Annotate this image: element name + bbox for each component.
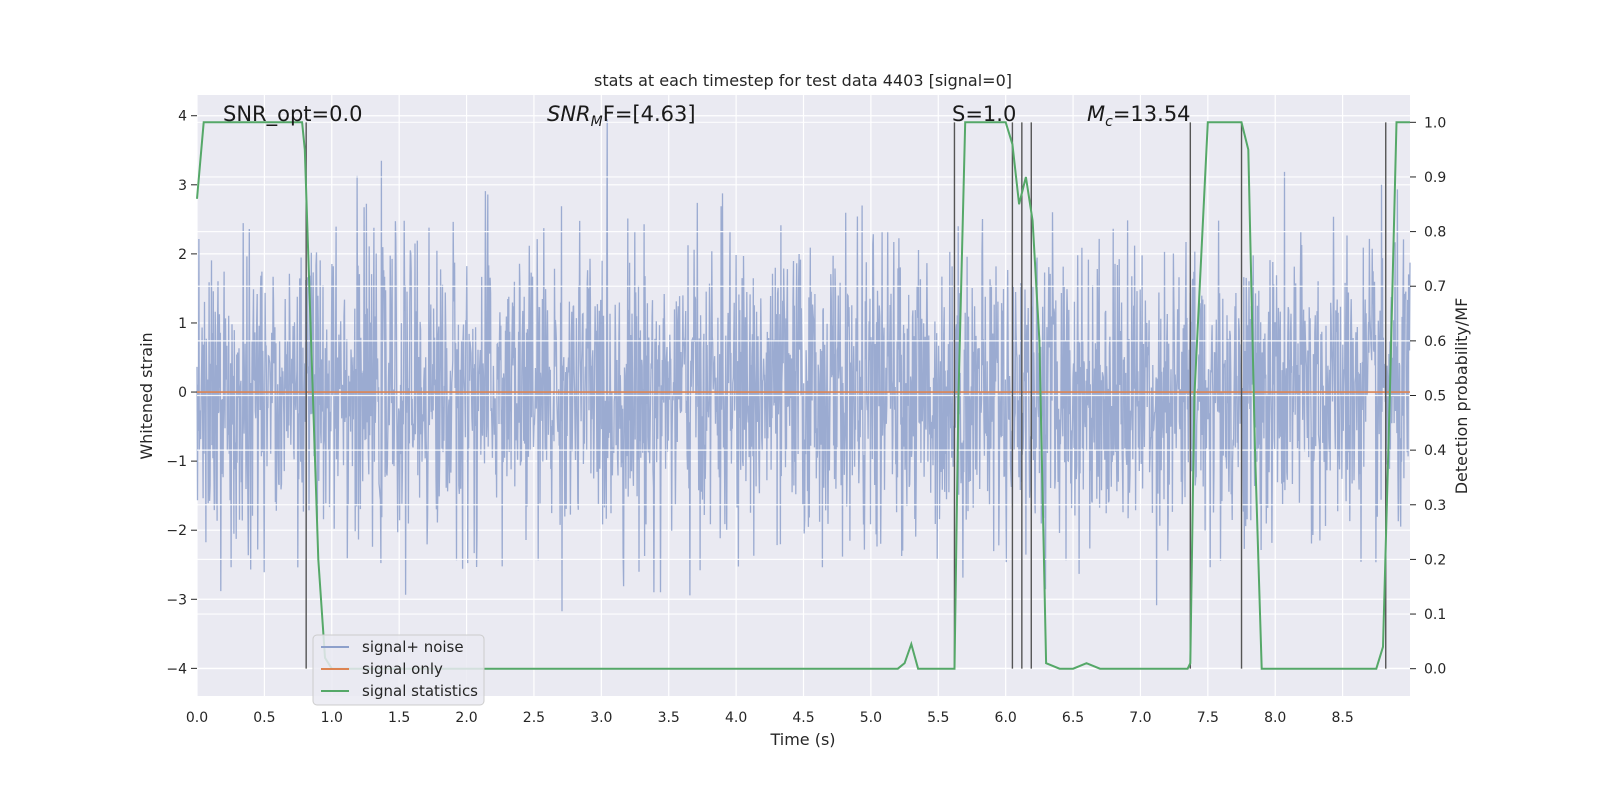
series-signal-noise	[196, 119, 1411, 612]
y2-tick-label: 0.9	[1424, 170, 1446, 186]
y2-tick-label: 0.2	[1424, 552, 1446, 568]
x-tick-label: 2.0	[455, 710, 477, 726]
y2-tick-label: 0.3	[1424, 498, 1446, 514]
annotation-mc-main: M	[1087, 102, 1105, 126]
x-tick-label: 4.5	[792, 710, 814, 726]
legend-label-signal-statistics: signal statistics	[362, 682, 478, 700]
annotation-snr-mf-tail: F=[4.63]	[603, 102, 696, 126]
series-signal-statistics	[196, 121, 1410, 670]
y2-tick-label: 0.0	[1424, 662, 1446, 678]
x-tick-label: 8.5	[1331, 710, 1353, 726]
y2-tick-label: 0.7	[1424, 279, 1446, 295]
y2-tick-label: 0.1	[1424, 607, 1446, 623]
x-tick-label: 1.5	[388, 710, 410, 726]
y-tick-label: −2	[166, 523, 187, 539]
x-tick-label: 3.5	[658, 710, 680, 726]
y2-axis-label: Detection probability/MF	[1452, 298, 1471, 495]
x-tick-label: 1.0	[321, 710, 343, 726]
x-tick-label: 5.0	[860, 710, 882, 726]
legend-label-signal-noise: signal+ noise	[362, 638, 464, 656]
legend-label-signal-only: signal only	[362, 660, 443, 678]
x-ticks: 0.0 0.5 1.0 1.5 2.0 2.5 3.0 3.5 4.0 4.5 5.0 5.5 6.0 6…	[186, 710, 1354, 726]
x-tick-label: 8.0	[1264, 710, 1286, 726]
chart-title: stats at each timestep for test data 440…	[594, 71, 1012, 90]
x-tick-label: 4.0	[725, 710, 747, 726]
y2-tick-label: 0.5	[1424, 389, 1446, 405]
x-tick-label: 2.5	[523, 710, 545, 726]
x-tick-label: 0.5	[253, 710, 275, 726]
y-tick-label: 4	[178, 109, 187, 125]
y-tick-label: −4	[166, 661, 187, 677]
x-axis-label: Time (s)	[769, 730, 835, 749]
annotation-s: S=1.0	[952, 102, 1016, 126]
annotation-snr-mf: SNRMF=[4.63]	[547, 102, 696, 130]
signal-statistics-line	[196, 121, 1410, 670]
x-tick-label: 6.0	[995, 710, 1017, 726]
y-tick-label: 2	[178, 247, 187, 263]
y-tick-label: 1	[178, 316, 187, 332]
y2-tick-label: 1.0	[1424, 115, 1446, 131]
y2-tick-label: 0.8	[1424, 225, 1446, 241]
x-tick-label: 0.0	[186, 710, 208, 726]
y-axis-label: Whitened strain	[137, 332, 156, 459]
noise-line	[196, 119, 1411, 612]
annotation-mc-sub: c	[1105, 114, 1113, 130]
y2-tick-label: 0.6	[1424, 334, 1446, 350]
x-tick-label: 7.0	[1129, 710, 1151, 726]
y-tick-label: 3	[178, 178, 187, 194]
annotation-snr-opt: SNR_opt=0.0	[223, 102, 363, 127]
y2-tick-label: 0.4	[1424, 443, 1446, 459]
legend: signal+ noise signal only signal statist…	[312, 634, 485, 706]
detection-vlines	[305, 122, 1387, 669]
y2-ticks: 1.0 0.9 0.8 0.7 0.6 0.5 0.4 0.3 0.2 0.1 0.0	[1410, 115, 1446, 678]
annotation-snr-mf-sub: M	[591, 114, 603, 130]
annotation-mc-tail: =13.54	[1113, 102, 1191, 126]
y-ticks: 4 3 2 1 0 −1 −2 −3 −4	[166, 109, 197, 677]
x-tick-label: 3.0	[590, 710, 612, 726]
x-tick-label: 7.5	[1197, 710, 1219, 726]
annotation-snr-mf-main: SNR	[547, 102, 591, 126]
x-tick-label: 5.5	[927, 710, 949, 726]
y-tick-label: −1	[166, 454, 187, 470]
legend-box	[312, 634, 485, 706]
annotation-mc: Mc=13.54	[1087, 102, 1191, 130]
x-tick-label: 6.5	[1062, 710, 1084, 726]
y-tick-label: 0	[178, 385, 187, 401]
y-tick-label: −3	[166, 592, 187, 608]
